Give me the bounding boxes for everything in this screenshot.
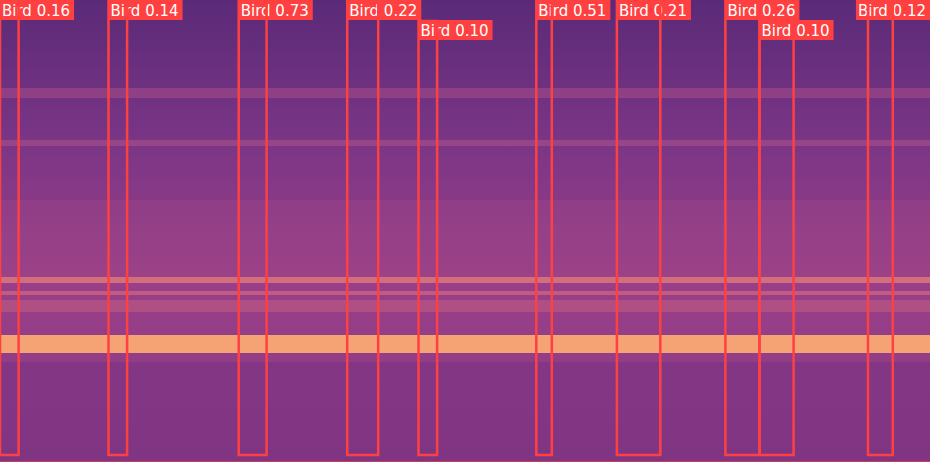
boxes [0, 1, 893, 455]
label-score: 0.22 [384, 2, 417, 20]
spectrogram-band [0, 277, 930, 283]
detection-label: Bird 0.10 [760, 20, 834, 40]
detection-view: Bird 0.16Bird 0.14Bird 0.73Bird 0.22Bird… [0, 0, 930, 462]
detection-label: Bird 0.73 [239, 0, 313, 20]
detection-box [760, 21, 794, 455]
label-bg [617, 0, 691, 20]
label-bg [347, 0, 421, 20]
label-text: Bird 0.16 [2, 2, 70, 20]
spectrogram-bg [0, 0, 930, 462]
detection-label: Bird 0.26 [725, 0, 799, 20]
detection-label: Bird 0.10 [419, 20, 493, 40]
spectrogram-band [0, 140, 930, 146]
spectrogram-band [0, 291, 930, 295]
label-bg [0, 0, 74, 20]
label-text: Bird 0.14 [111, 2, 179, 20]
label-class: Bird [619, 2, 649, 20]
label-class: Bird [762, 22, 792, 40]
label-score: 0.73 [275, 2, 308, 20]
label-bg [536, 0, 610, 20]
detection-box [109, 1, 128, 455]
label-score: 0.51 [573, 2, 606, 20]
label-score: 0.10 [455, 22, 488, 40]
x-axis-line [1, 461, 930, 462]
label-class: Bird [111, 2, 141, 20]
detection-box [725, 1, 759, 455]
label-text: Bird 0.73 [241, 2, 309, 20]
label-score: 0.10 [796, 22, 829, 40]
detection-box [536, 1, 552, 455]
label-score: 0.14 [145, 2, 178, 20]
label-text: Bird 0.10 [762, 22, 830, 40]
label-class: Bird [349, 2, 379, 20]
detection-box [239, 1, 267, 455]
label-score: 0.26 [762, 2, 795, 20]
detection-label: Bird 0.16 [0, 0, 74, 20]
detection-label: Bird 0.14 [109, 0, 183, 20]
detection-label: Bird 0.22 [347, 0, 421, 20]
label-class: Bird [2, 2, 32, 20]
label-score: 0.16 [37, 2, 70, 20]
detection-box [419, 21, 438, 455]
detection-box [617, 1, 660, 455]
label-class: Bird [538, 2, 568, 20]
label-class: Bird [858, 2, 888, 20]
spectrogram-band [0, 88, 930, 98]
detection-label: Bird 0.51 [536, 0, 610, 20]
label-bg [725, 0, 799, 20]
label-text: Bird 0.51 [538, 2, 606, 20]
spectrogram [0, 0, 930, 462]
label-text: Bird 0.26 [727, 2, 795, 20]
detection-label: Bird 0.21 [617, 0, 691, 20]
spectrogram-band [0, 362, 930, 462]
label-bg [760, 20, 834, 40]
label-text: Bird 0.22 [349, 2, 417, 20]
label-bg [109, 0, 183, 20]
label-score: 0.21 [654, 2, 687, 20]
spectrogram-band [0, 200, 930, 280]
label-class: Bird [421, 22, 451, 40]
detection-box [0, 1, 19, 455]
spectrogram-band [0, 300, 930, 312]
label-bg [239, 0, 313, 20]
label-score: 0.12 [893, 2, 926, 20]
spectrogram-band [0, 335, 930, 353]
detection-box [868, 1, 893, 455]
label-text: Bird 0.10 [421, 22, 489, 40]
label-class: Bird [727, 2, 757, 20]
label-text: Bird 0.21 [619, 2, 687, 20]
detection-box [347, 1, 378, 455]
label-bg [419, 20, 493, 40]
x-axis [1, 461, 930, 462]
